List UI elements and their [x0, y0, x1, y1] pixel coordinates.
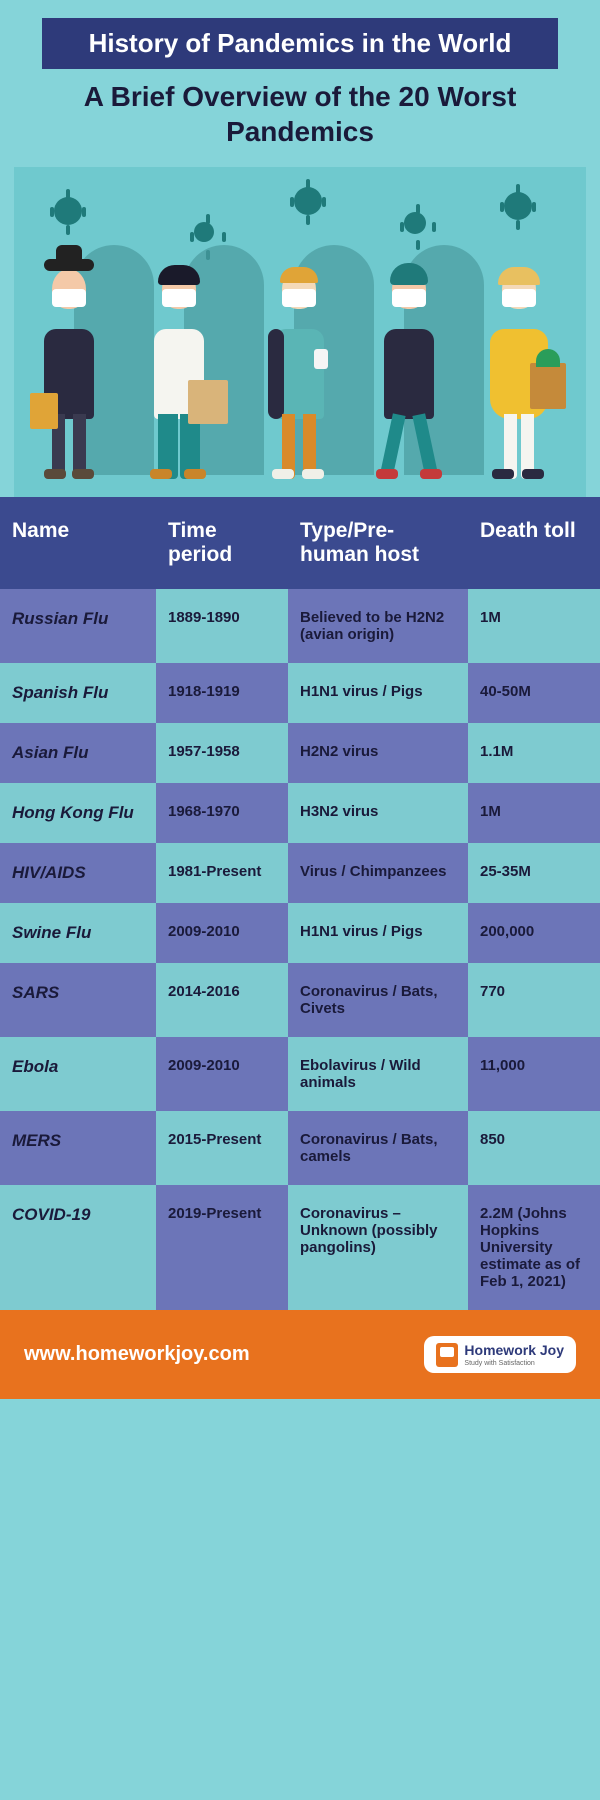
cell-name: MERS: [0, 1111, 156, 1185]
table-row: Ebola2009-2010Ebolavirus / Wild animals1…: [0, 1037, 600, 1111]
cell-name: Swine Flu: [0, 903, 156, 963]
person-yellow-coat: [484, 269, 554, 479]
cell-toll: 200,000: [468, 903, 600, 963]
cell-toll: 1M: [468, 783, 600, 843]
pandemics-table: Name Time period Type/Pre-human host Dea…: [0, 497, 600, 1310]
table-row: Spanish Flu1918-1919H1N1 virus / Pigs40-…: [0, 663, 600, 723]
cell-time: 2019-Present: [156, 1185, 288, 1310]
col-name: Name: [0, 497, 156, 589]
cell-type: H3N2 virus: [288, 783, 468, 843]
logo-text: Homework Joy: [464, 1342, 564, 1358]
cell-toll: 850: [468, 1111, 600, 1185]
cell-type: Virus / Chimpanzees: [288, 843, 468, 903]
cell-toll: 1M: [468, 589, 600, 663]
cell-name: HIV/AIDS: [0, 843, 156, 903]
pandemics-table-wrap: Name Time period Type/Pre-human host Dea…: [0, 497, 600, 1310]
cell-type: H2N2 virus: [288, 723, 468, 783]
person-hoodie: [374, 269, 444, 479]
virus-icon: [294, 187, 322, 215]
table-header-row: Name Time period Type/Pre-human host Dea…: [0, 497, 600, 589]
cell-type: Coronavirus / Bats, camels: [288, 1111, 468, 1185]
cell-toll: 1.1M: [468, 723, 600, 783]
cell-time: 1957-1958: [156, 723, 288, 783]
cell-toll: 25-35M: [468, 843, 600, 903]
cell-name: Hong Kong Flu: [0, 783, 156, 843]
subtitle: A Brief Overview of the 20 Worst Pandemi…: [20, 79, 580, 149]
cell-name: SARS: [0, 963, 156, 1037]
footer: www.homeworkjoy.com Homework Joy Study w…: [0, 1310, 600, 1399]
cell-time: 1918-1919: [156, 663, 288, 723]
table-row: Russian Flu1889-1890Believed to be H2N2 …: [0, 589, 600, 663]
cell-type: H1N1 virus / Pigs: [288, 663, 468, 723]
person-phone: [264, 269, 334, 479]
cell-type: Ebolavirus / Wild animals: [288, 1037, 468, 1111]
col-type: Type/Pre-human host: [288, 497, 468, 589]
cell-time: 2014-2016: [156, 963, 288, 1037]
table-row: MERS2015-PresentCoronavirus / Bats, came…: [0, 1111, 600, 1185]
cell-type: Coronavirus – Unknown (possibly pangolin…: [288, 1185, 468, 1310]
illustration-people-masks: [14, 167, 586, 497]
main-title: History of Pandemics in the World: [42, 18, 557, 69]
header-block: History of Pandemics in the World A Brie…: [0, 0, 600, 159]
cell-toll: 11,000: [468, 1037, 600, 1111]
table-row: HIV/AIDS1981-PresentVirus / Chimpanzees2…: [0, 843, 600, 903]
cell-name: Spanish Flu: [0, 663, 156, 723]
cell-time: 2015-Present: [156, 1111, 288, 1185]
cell-name: Asian Flu: [0, 723, 156, 783]
virus-icon: [504, 192, 532, 220]
footer-url: www.homeworkjoy.com: [24, 1343, 250, 1366]
cell-type: Coronavirus / Bats, Civets: [288, 963, 468, 1037]
cell-toll: 40-50M: [468, 663, 600, 723]
table-row: Hong Kong Flu1968-1970H3N2 virus1M: [0, 783, 600, 843]
logo-icon: [436, 1343, 458, 1367]
cell-name: COVID-19: [0, 1185, 156, 1310]
logo-subtext: Study with Satisfaction: [464, 1360, 564, 1367]
table-row: Asian Flu1957-1958H2N2 virus1.1M: [0, 723, 600, 783]
cell-time: 1968-1970: [156, 783, 288, 843]
infographic-container: History of Pandemics in the World A Brie…: [0, 0, 600, 1399]
cell-time: 2009-2010: [156, 1037, 288, 1111]
cell-type: Believed to be H2N2 (avian origin): [288, 589, 468, 663]
person-man-hat: [34, 269, 104, 479]
table-row: Swine Flu2009-2010H1N1 virus / Pigs200,0…: [0, 903, 600, 963]
col-time: Time period: [156, 497, 288, 589]
virus-icon: [54, 197, 82, 225]
virus-icon: [404, 212, 426, 234]
table-row: COVID-192019-PresentCoronavirus – Unknow…: [0, 1185, 600, 1310]
cell-time: 1889-1890: [156, 589, 288, 663]
cell-name: Ebola: [0, 1037, 156, 1111]
cell-name: Russian Flu: [0, 589, 156, 663]
cell-type: H1N1 virus / Pigs: [288, 903, 468, 963]
footer-logo: Homework Joy Study with Satisfaction: [424, 1336, 576, 1373]
cell-toll: 770: [468, 963, 600, 1037]
col-toll: Death toll: [468, 497, 600, 589]
person-woman-bag: [144, 269, 214, 479]
virus-icon: [194, 222, 214, 242]
cell-time: 2009-2010: [156, 903, 288, 963]
cell-toll: 2.2M (Johns Hopkins University estimate …: [468, 1185, 600, 1310]
table-row: SARS2014-2016Coronavirus / Bats, Civets7…: [0, 963, 600, 1037]
cell-time: 1981-Present: [156, 843, 288, 903]
